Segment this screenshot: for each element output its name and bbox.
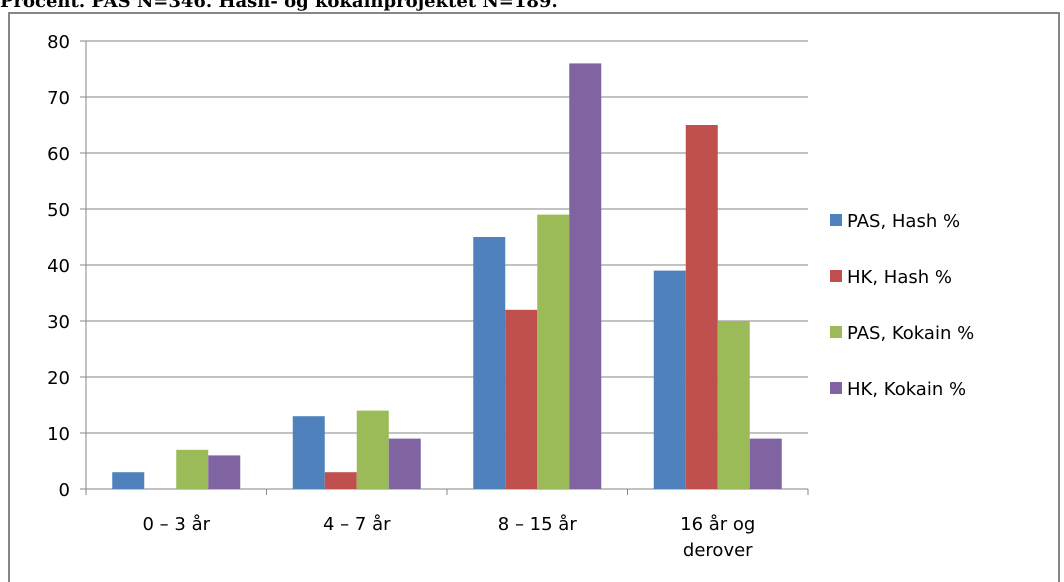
x-tick-label: derover <box>683 540 753 561</box>
legend-swatch <box>830 270 842 282</box>
bar <box>176 449 209 489</box>
bar <box>569 63 602 490</box>
legend-label: PAS, Hash % <box>847 211 960 232</box>
y-tick-label: 60 <box>47 144 70 165</box>
y-tick-label: 20 <box>47 368 70 389</box>
bar <box>388 438 421 489</box>
y-tick-label: 80 <box>47 32 70 53</box>
legend-swatch <box>830 214 842 226</box>
x-tick-label: 4 – 7 år <box>323 514 391 535</box>
bar <box>749 438 782 489</box>
y-tick-label: 40 <box>47 256 70 277</box>
bar <box>685 125 718 489</box>
bar <box>505 309 538 489</box>
legend-label: HK, Hash % <box>847 267 952 288</box>
x-tick-label: 8 – 15 år <box>498 514 578 535</box>
bar <box>473 237 506 489</box>
x-tick-label: 0 – 3 år <box>143 514 211 535</box>
bar <box>208 455 241 489</box>
bar <box>292 416 325 489</box>
bar <box>356 410 389 489</box>
bar <box>112 472 145 489</box>
bar <box>537 214 570 489</box>
legend-swatch <box>830 382 842 394</box>
legend-label: HK, Kokain % <box>847 379 966 400</box>
bar <box>717 321 750 489</box>
legend-label: PAS, Kokain % <box>847 323 974 344</box>
y-tick-label: 70 <box>47 88 70 109</box>
x-tick-label: 16 år og <box>680 514 755 535</box>
bar <box>324 472 357 489</box>
page-title: Procent. PAS N=346. Hash- og kokainproje… <box>0 0 558 12</box>
bar <box>653 270 686 489</box>
y-tick-label: 50 <box>47 200 70 221</box>
y-tick-label: 0 <box>59 480 70 501</box>
y-tick-label: 30 <box>47 312 70 333</box>
y-tick-label: 10 <box>47 424 70 445</box>
legend-swatch <box>830 326 842 338</box>
